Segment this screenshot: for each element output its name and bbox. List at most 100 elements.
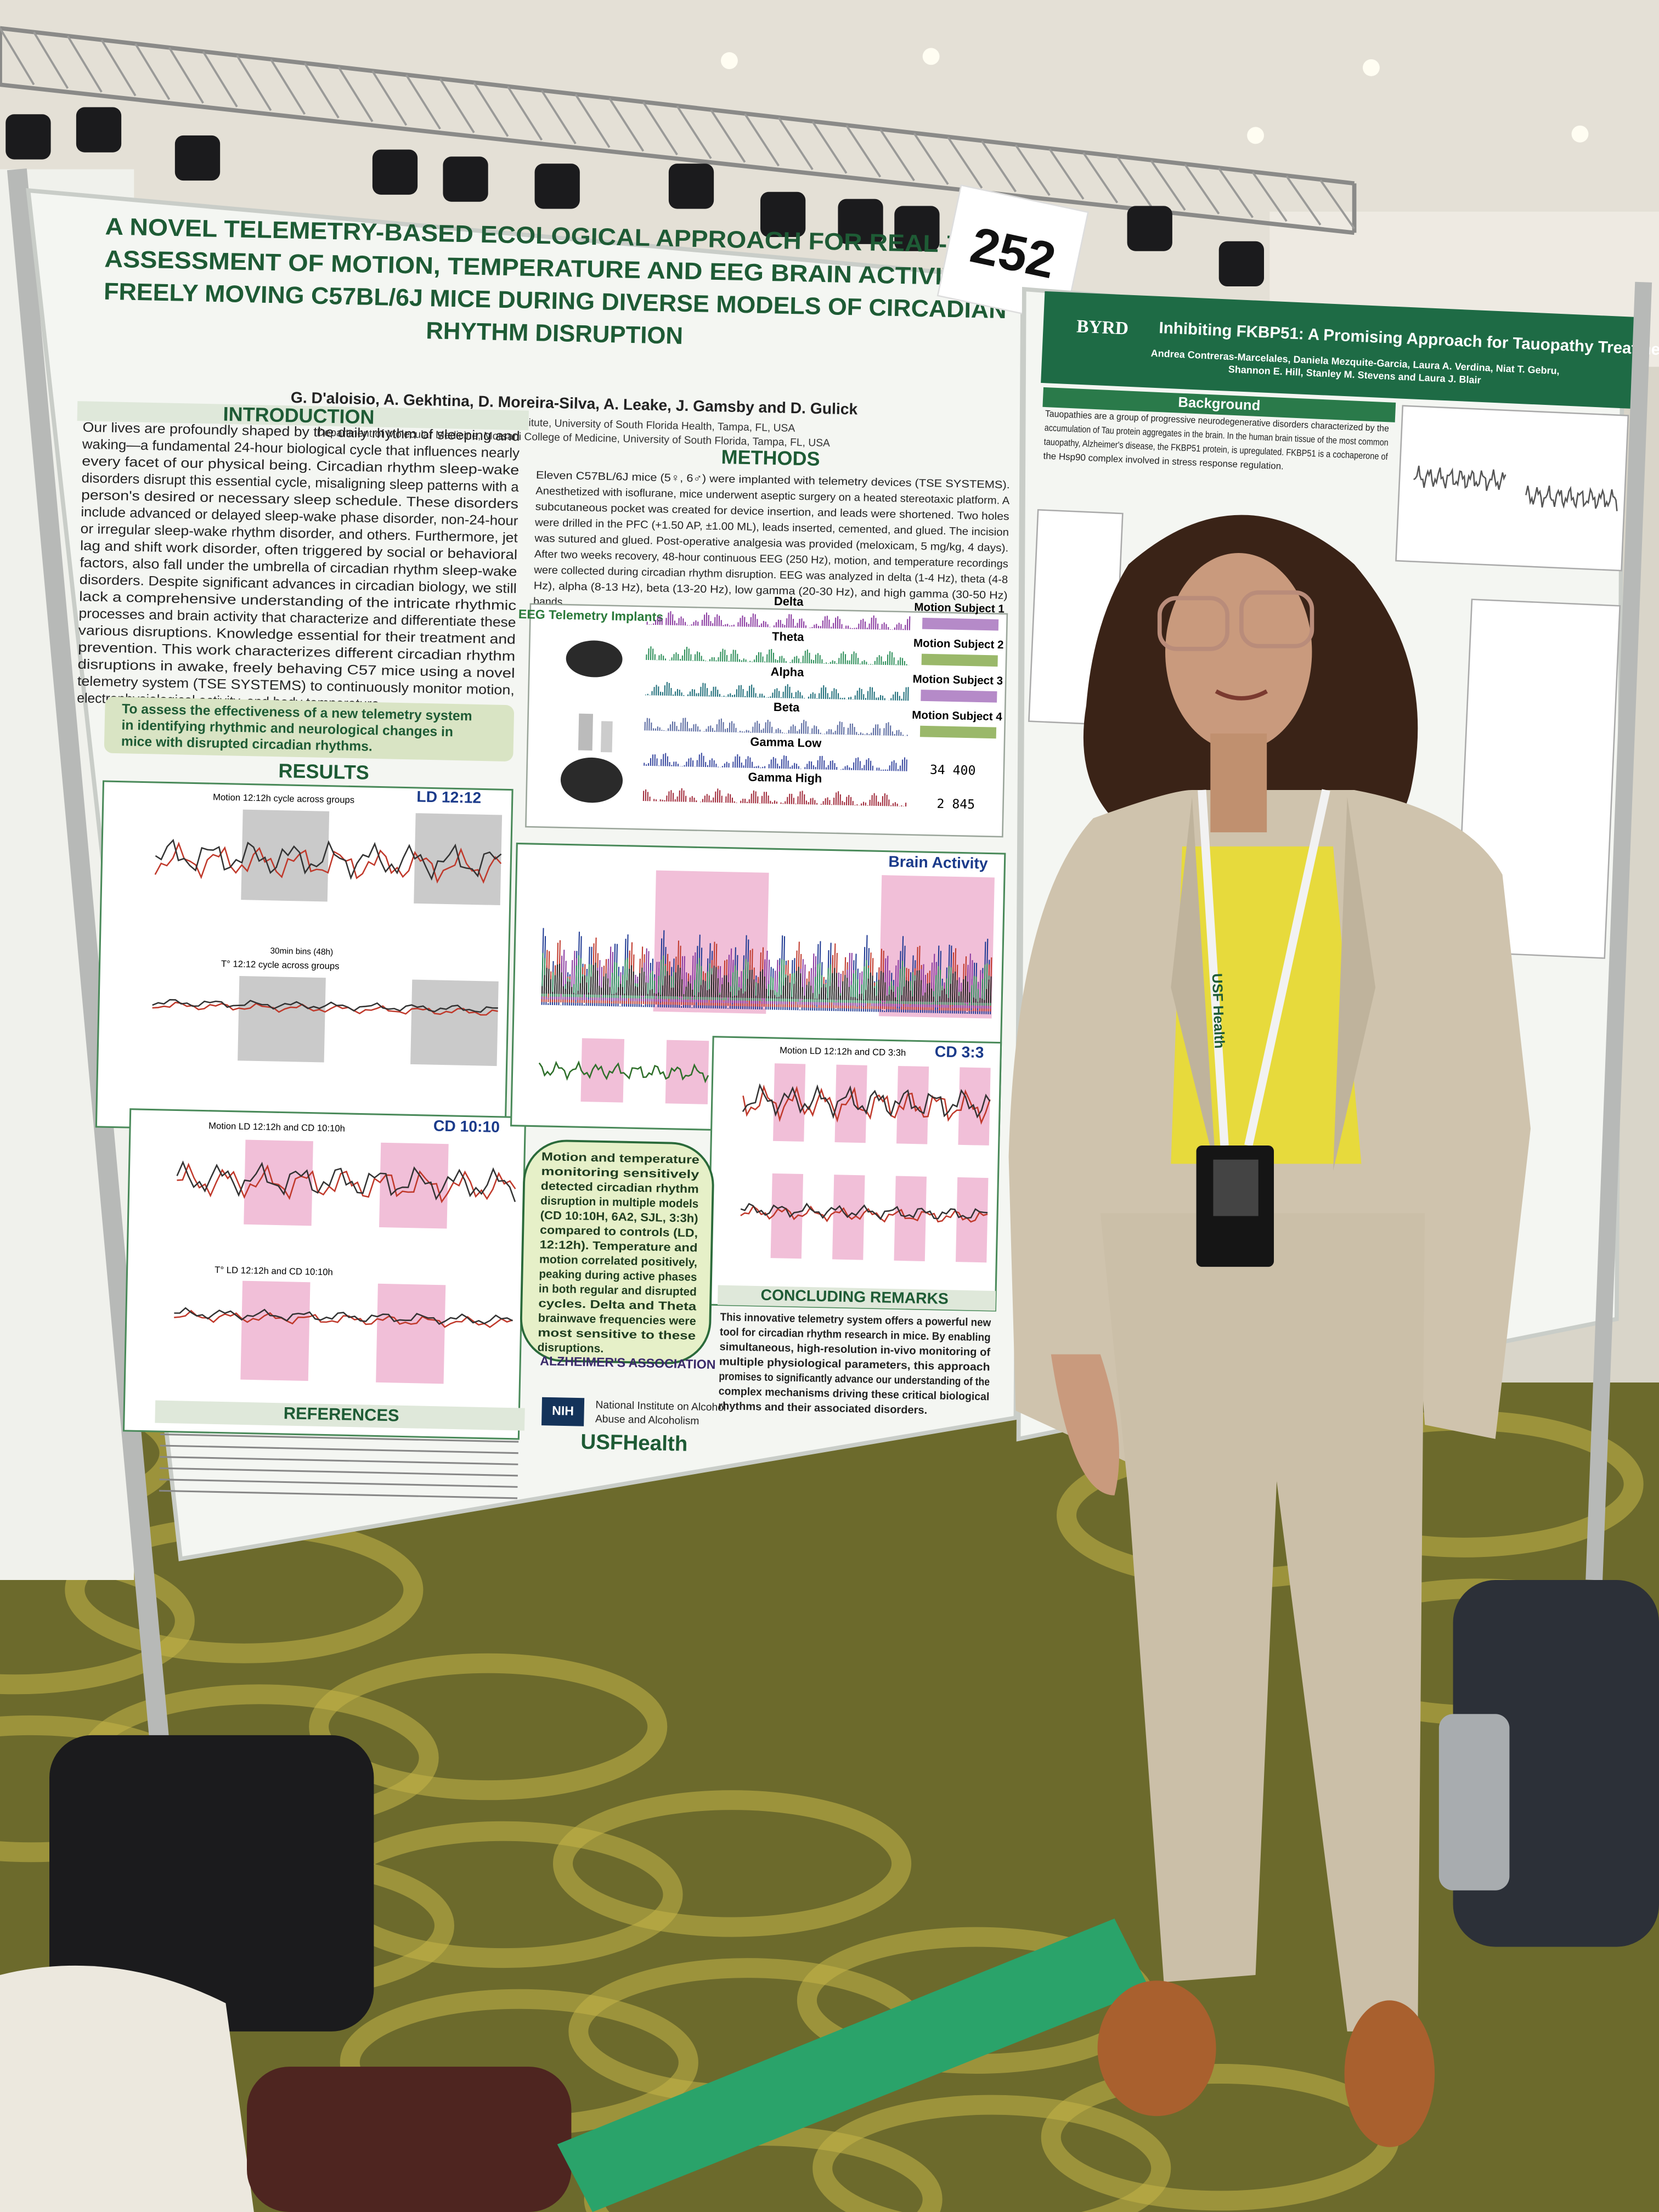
implant-icon [578,713,594,751]
text: LD 12:12 [416,787,481,806]
eeg-trace [645,682,909,701]
stage-light [760,191,806,237]
truss-brace [1319,179,1356,229]
text: National Institute on Alcohol [595,1400,726,1414]
text: NIH [552,1403,574,1418]
text: Delta [774,594,804,608]
reference-line [160,1433,519,1443]
ceiling-light [1247,127,1264,144]
text: 30min bins (48h) [270,946,333,957]
phase-band [955,1177,989,1263]
trace [176,1160,516,1203]
phase-band [896,1066,929,1144]
truss-brace [1184,163,1220,215]
figure-panel [1395,405,1629,572]
pants [1100,1213,1425,2032]
truss-brace [608,98,645,152]
reference-line [159,1489,518,1499]
mouse-icon [560,757,623,803]
truss-brace [1048,148,1085,200]
truss [0,26,1357,235]
truss-brace [947,137,983,189]
text: CONCLUDING REMARKS [760,1286,949,1307]
text: CD 3:3 [935,1042,984,1061]
text: METHODS [721,445,820,470]
truss-brace [66,35,103,93]
truss-brace [1014,144,1051,196]
text: disruptions. [537,1341,603,1356]
stage-light [174,135,221,181]
phase-band [410,979,499,1066]
truss-brace [473,82,509,137]
trace [154,842,502,884]
truss-brace [540,89,577,144]
reference-line [159,1479,518,1488]
booth-card: 252 [936,184,1089,324]
text: EEG Telemetry Implants [518,607,664,624]
truss-brace [913,132,949,185]
text: 2 845 [936,797,975,812]
eeg-trace [644,718,908,736]
truss-brace [33,31,69,89]
phase-band [240,1280,311,1381]
text: REFERENCES [283,1403,399,1425]
text: Motion Subject 3 [912,673,1003,687]
text: Background [1178,394,1261,414]
text: Alpha [770,664,804,679]
eeg-trace [644,753,907,771]
subject-bar [922,618,999,631]
truss-brace [1251,171,1288,222]
truss-brace [371,70,408,126]
section-band [155,1400,525,1431]
ceiling-light [922,48,940,65]
truss-brace [337,66,374,122]
text: RESULTS [278,759,369,783]
truss-brace [0,27,35,86]
truss-brace [236,55,272,111]
shoe [1097,1980,1216,2117]
nih-logo [541,1397,585,1426]
trace [740,1205,988,1223]
truss-brace [1218,167,1254,218]
stage-light [894,206,940,251]
truss-brace [1082,152,1119,204]
phase-band [770,1173,804,1259]
truss-brace [1285,176,1322,226]
neck [1210,733,1267,833]
truss-brace [777,117,814,171]
objective-box [104,697,515,761]
text: Brain Activity [888,853,988,872]
phase-band [832,1175,865,1260]
lapel [1171,797,1376,1171]
phase-band [376,1283,446,1384]
carpet-swirl [553,1790,912,1937]
stage-light [668,163,714,209]
text: T° LD 12:12h and CD 10:10h [215,1265,333,1278]
text: USFHealth [580,1430,688,1456]
carpet-swirl [309,1653,668,1801]
truss-brace [811,121,848,174]
implant-icon [600,721,613,753]
truss-brace [405,74,441,130]
text: BYRD [1076,316,1129,338]
text: Gamma High [748,770,822,786]
truss-brace [439,78,475,133]
text: Gamma Low [750,735,822,750]
trace [174,1310,513,1328]
subject-bar [921,690,997,703]
truss-brace [270,59,306,115]
stage-light [1218,241,1264,286]
stage-light [5,114,51,160]
card [936,184,1089,324]
subject-bar [919,725,997,739]
reference-line [160,1456,518,1465]
truss-brace [168,47,204,104]
poster-pole [1585,281,1652,1581]
phase-band [238,975,326,1063]
truss-brace [1150,160,1186,211]
subject-bar [921,653,998,667]
stage-light [1127,206,1172,251]
trace [740,1203,988,1221]
text: Motion Subject 2 [913,637,1004,651]
truss-brace [100,39,137,97]
